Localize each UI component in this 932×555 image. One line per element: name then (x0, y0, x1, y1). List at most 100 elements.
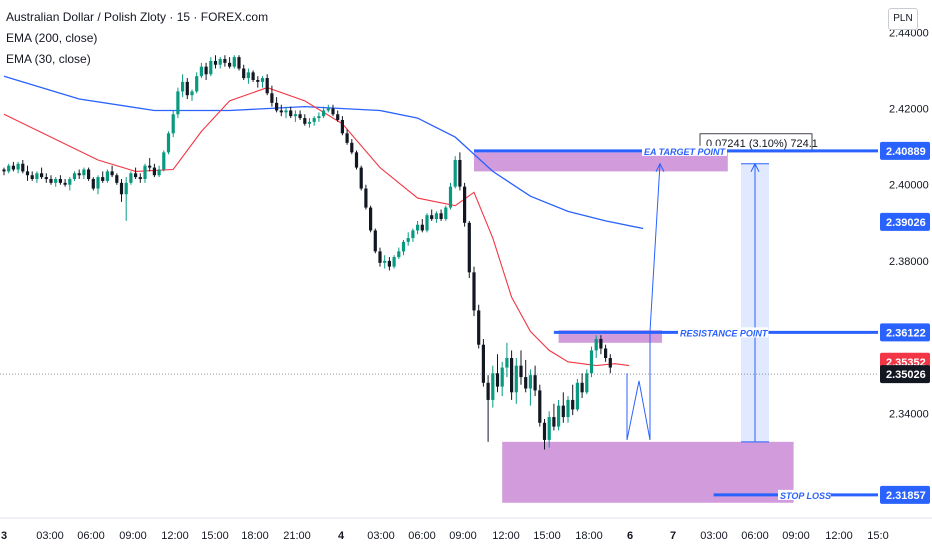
candle-body (185, 81, 189, 96)
time-tick-label: 3 (1, 530, 7, 542)
candle (505, 342, 509, 378)
symbol-title[interactable]: Australian Dollar / Polish Zloty · 15 · … (6, 10, 269, 24)
time-tick-label: 15:0 (867, 530, 888, 542)
candle (242, 64, 246, 80)
candle-body (115, 175, 119, 183)
candle (176, 87, 180, 119)
price-label-text: 2.35026 (886, 369, 926, 381)
time-tick-label: 09:00 (449, 530, 477, 542)
candle-body (148, 165, 152, 168)
candle (387, 257, 391, 271)
candle (35, 171, 39, 183)
candle-body (11, 165, 15, 170)
candle (101, 171, 105, 183)
time-tick-label: 4 (338, 530, 345, 542)
candle (162, 150, 166, 172)
candle-body (199, 66, 203, 77)
time-tick-label: 03:00 (700, 530, 728, 542)
candle-body (510, 358, 514, 393)
ema200-legend[interactable]: EMA (200, close) (6, 31, 98, 45)
candle (275, 97, 279, 113)
candle (561, 392, 565, 423)
candle-body (425, 215, 429, 231)
ema30-legend[interactable]: EMA (30, close) (6, 52, 91, 66)
candle (223, 55, 227, 67)
candle-body (270, 93, 274, 103)
candle (303, 114, 307, 126)
candle-body (49, 179, 53, 183)
currency-button[interactable]: PLN (888, 8, 918, 30)
candle (40, 167, 44, 180)
candle (91, 177, 95, 191)
candle-body (599, 338, 603, 349)
candle (420, 219, 424, 233)
time-tick-label: 06:00 (77, 530, 105, 542)
candle (204, 62, 208, 80)
candle (486, 375, 490, 442)
candle-body (72, 173, 77, 180)
candle (119, 179, 124, 202)
price-label-bg (880, 141, 930, 160)
candle-body (176, 91, 180, 115)
candle (378, 247, 382, 267)
time-tick-label: 21:00 (283, 530, 311, 542)
candle (354, 150, 359, 170)
price-label-tag: 2.31857 (880, 485, 930, 504)
candle-body (218, 59, 222, 65)
candle (256, 76, 260, 88)
candle-body (2, 169, 6, 172)
candle (181, 74, 185, 98)
candle (260, 76, 265, 88)
time-tick-label: 09:00 (119, 530, 147, 542)
candle-body (585, 373, 589, 393)
candle (425, 213, 429, 233)
candle (317, 112, 321, 122)
candle-body (63, 182, 67, 185)
candle (25, 165, 30, 181)
projection-arrow-head (655, 162, 665, 173)
candle-body (279, 110, 283, 113)
candle-body (275, 102, 279, 111)
candle-body (406, 238, 410, 242)
candle-body (538, 390, 542, 423)
candle-body (87, 169, 91, 180)
candle (58, 175, 62, 185)
candle (209, 57, 213, 77)
candle-body (514, 365, 518, 393)
candle (585, 369, 589, 395)
candle-body (491, 373, 495, 400)
candle (430, 209, 434, 221)
candle-body (369, 207, 373, 231)
candle-body (105, 171, 109, 181)
candle-body (58, 179, 62, 183)
candle-body (345, 133, 349, 143)
candle (373, 228, 377, 254)
candle (557, 399, 561, 431)
candle-body (326, 108, 330, 111)
candle-body (77, 173, 81, 176)
candle-body (448, 186, 453, 208)
candle (524, 359, 528, 393)
candle (16, 161, 20, 174)
candle (213, 55, 218, 69)
candle (157, 165, 161, 178)
candle (383, 255, 387, 269)
candle-body (571, 399, 575, 410)
candle (580, 373, 584, 399)
candle (340, 116, 344, 136)
candle (279, 104, 283, 117)
candle (237, 55, 241, 71)
candle (392, 255, 396, 269)
time-tick-label: 15:00 (201, 530, 229, 542)
candle-body (434, 213, 438, 220)
candle-body (35, 173, 39, 180)
level-label: STOP LOSS (780, 491, 831, 501)
candle (458, 152, 462, 191)
candle-body (312, 118, 316, 122)
candle-body (373, 230, 377, 252)
candles (2, 55, 612, 450)
level-label: RESISTANCE POINT (680, 328, 769, 338)
candle (190, 89, 194, 101)
time-tick-label: 7 (670, 530, 676, 542)
